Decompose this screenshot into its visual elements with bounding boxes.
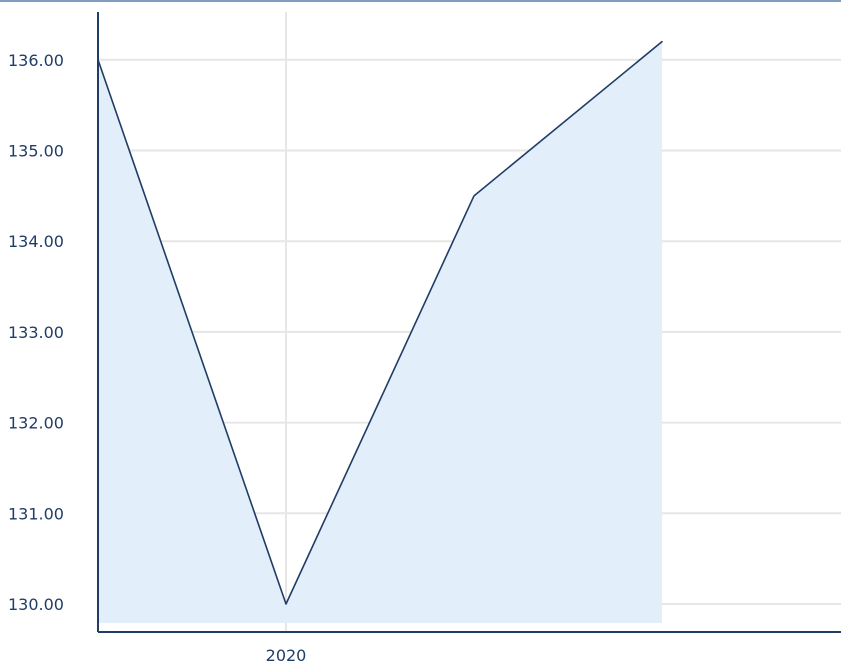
y-tick-label: 135.00: [8, 142, 64, 161]
series-area: [98, 41, 662, 624]
y-tick-label: 131.00: [8, 504, 64, 523]
series-line: [97, 40, 663, 605]
axes: [97, 12, 841, 633]
y-tick-label: 136.00: [8, 51, 64, 70]
y-tick-label: 130.00: [8, 595, 64, 614]
tick-labels: 130.00 131.00 132.00 133.00 134.00 135.00 136.…: [8, 51, 306, 664]
y-tick-label: 134.00: [8, 232, 64, 251]
y-tick-label: 133.00: [8, 323, 64, 342]
x-tick-label: 2020: [266, 646, 307, 664]
y-tick-label: 132.00: [8, 414, 64, 433]
